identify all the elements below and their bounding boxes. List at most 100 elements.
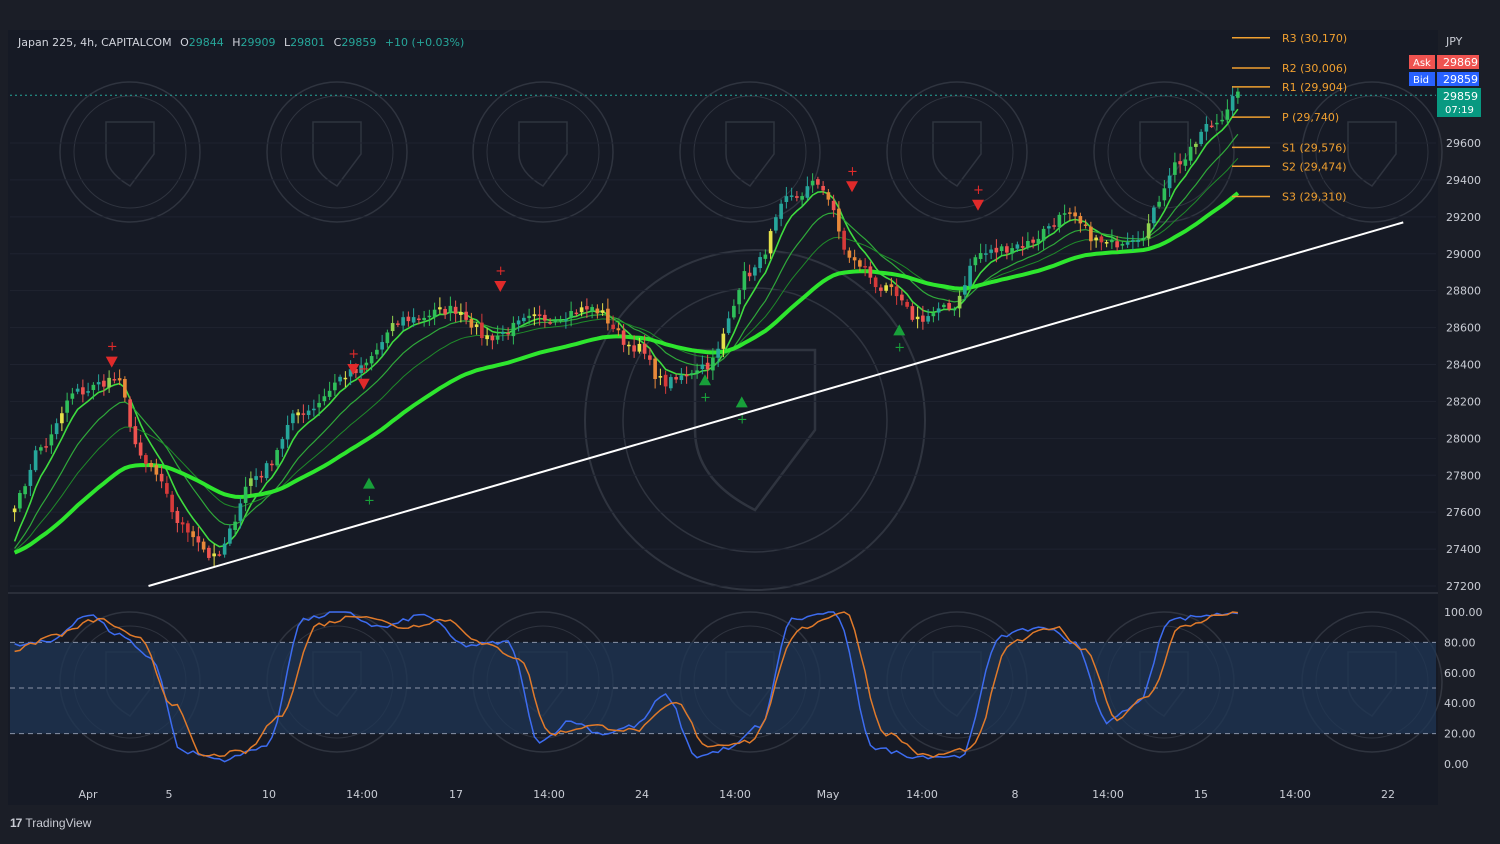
candle[interactable] <box>532 307 537 326</box>
candle[interactable] <box>159 465 164 489</box>
candle[interactable] <box>648 348 652 366</box>
candle[interactable] <box>1083 219 1088 229</box>
candle[interactable] <box>1178 153 1182 174</box>
candle[interactable] <box>1225 99 1230 124</box>
candle[interactable] <box>690 369 694 380</box>
candle[interactable] <box>249 471 253 495</box>
candle[interactable] <box>264 460 269 481</box>
candle[interactable] <box>1183 153 1188 172</box>
candle[interactable] <box>1057 212 1062 233</box>
candle[interactable] <box>868 261 873 284</box>
candle[interactable] <box>989 244 993 260</box>
candle[interactable] <box>910 302 915 322</box>
candle[interactable] <box>23 483 27 499</box>
candle[interactable] <box>96 374 101 391</box>
candle[interactable] <box>999 244 1004 256</box>
candle[interactable] <box>1094 234 1098 248</box>
candle[interactable] <box>1120 241 1125 250</box>
candle[interactable] <box>301 404 306 423</box>
candle[interactable] <box>86 382 90 397</box>
candle[interactable] <box>1204 116 1209 141</box>
candle[interactable] <box>894 278 899 305</box>
candle[interactable] <box>359 357 363 380</box>
candle[interactable] <box>679 367 684 384</box>
candle[interactable] <box>1110 229 1114 249</box>
candle[interactable] <box>1020 236 1025 256</box>
candle[interactable] <box>747 264 752 282</box>
candle[interactable] <box>280 436 285 457</box>
candle[interactable] <box>443 306 447 319</box>
candle[interactable] <box>674 374 678 384</box>
candle[interactable] <box>485 328 489 346</box>
trendline-layer[interactable] <box>148 221 1404 587</box>
candle[interactable] <box>112 372 117 384</box>
candle[interactable] <box>380 334 384 357</box>
candle[interactable] <box>732 299 736 320</box>
candle[interactable] <box>511 316 516 345</box>
candle[interactable] <box>637 337 642 354</box>
candle[interactable] <box>1194 141 1198 155</box>
candle[interactable] <box>453 300 458 323</box>
candle[interactable] <box>847 247 852 263</box>
candle[interactable] <box>322 388 327 406</box>
candle[interactable] <box>627 341 631 355</box>
candle[interactable] <box>1141 230 1146 247</box>
candle[interactable] <box>1115 235 1119 251</box>
candle[interactable] <box>1047 223 1051 235</box>
candle[interactable] <box>695 363 699 379</box>
candle[interactable] <box>1167 168 1172 197</box>
candle[interactable] <box>207 545 211 561</box>
candle[interactable] <box>180 517 185 533</box>
candle[interactable] <box>1073 206 1077 224</box>
candle[interactable] <box>364 358 369 374</box>
trendline[interactable] <box>148 221 1404 587</box>
stochastic-pane[interactable] <box>10 611 1436 763</box>
time-axis[interactable]: Apr 5 10 14:00 17 14:00 24 14:00 May 14:00 8 14:00 1… <box>78 788 1395 801</box>
candle[interactable] <box>390 315 395 337</box>
candle[interactable] <box>936 302 941 321</box>
candle[interactable] <box>973 254 978 272</box>
candle[interactable] <box>49 424 54 454</box>
candle[interactable] <box>968 258 972 289</box>
candle[interactable] <box>1031 236 1035 249</box>
candle[interactable] <box>700 355 705 375</box>
candle[interactable] <box>543 309 547 328</box>
candle[interactable] <box>102 374 106 396</box>
candle[interactable] <box>18 490 22 513</box>
candle[interactable] <box>805 176 810 201</box>
candle[interactable] <box>170 491 174 520</box>
candle[interactable] <box>238 497 243 529</box>
candle[interactable] <box>779 199 783 227</box>
candle[interactable] <box>1052 218 1056 230</box>
candle[interactable] <box>474 322 479 335</box>
candle[interactable] <box>984 244 988 262</box>
candle[interactable] <box>1062 204 1067 224</box>
candle[interactable] <box>70 387 75 405</box>
candle[interactable] <box>705 354 710 380</box>
candle[interactable] <box>243 476 248 512</box>
candle[interactable] <box>606 298 610 331</box>
candle[interactable] <box>1068 207 1072 221</box>
candle[interactable] <box>900 289 904 306</box>
candle[interactable] <box>222 537 227 558</box>
candle[interactable] <box>963 276 967 301</box>
candle[interactable] <box>175 507 180 533</box>
candle[interactable] <box>621 324 626 353</box>
candle[interactable] <box>212 544 216 567</box>
candle[interactable] <box>438 297 442 314</box>
candle[interactable] <box>1162 180 1167 207</box>
candle[interactable] <box>1199 129 1203 147</box>
candle[interactable] <box>291 409 295 431</box>
candle[interactable] <box>579 301 584 317</box>
candle[interactable] <box>758 252 762 273</box>
candle[interactable] <box>128 396 132 432</box>
candle[interactable] <box>1146 214 1151 247</box>
candle[interactable] <box>1036 230 1041 251</box>
candle[interactable] <box>753 264 757 281</box>
candle[interactable] <box>33 445 38 473</box>
candle[interactable] <box>795 191 799 202</box>
candle[interactable] <box>642 335 647 360</box>
candle[interactable] <box>558 315 563 324</box>
candle[interactable] <box>469 312 474 335</box>
